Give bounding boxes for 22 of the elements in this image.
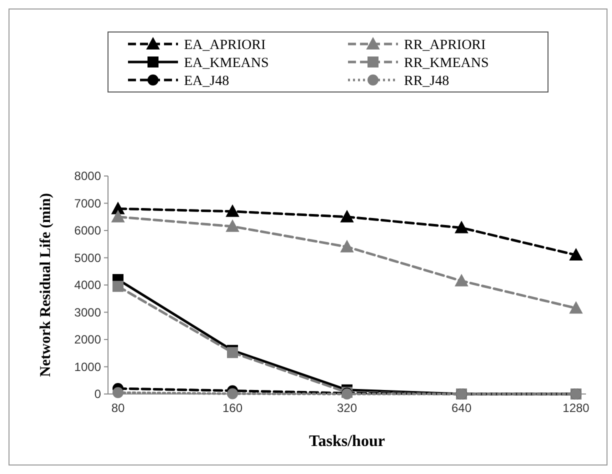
x-tick-label: 320 [336,401,358,415]
x-tick-label: 640 [451,401,472,415]
y-tick-label: 0 [94,387,102,402]
y-tick-label: 6000 [74,224,102,238]
y-tick-label: 4000 [74,278,102,292]
y-tick-label: 3000 [74,305,102,320]
legend-label: RR_APRIORI [404,38,486,53]
legend-label: EA_APRIORI [184,38,266,53]
legend-label: RR_J48 [404,74,450,89]
y-tick-label: 7000 [74,196,102,210]
y-tick-label: 8000 [74,169,102,184]
legend-label: RR_KMEANS [404,56,489,71]
y-tick-label: 2000 [74,332,102,347]
y-axis-title: Network Residual Life (min) [38,193,54,377]
x-tick-label: 80 [111,401,125,415]
x-tick-label: 160 [222,401,243,415]
y-tick-label: 1000 [74,360,102,374]
legend-label: EA_J48 [184,74,230,89]
x-axis-title: Tasks/hour [309,433,385,450]
y-tick-label: 5000 [74,250,102,265]
x-tick-label: 1280 [562,401,590,415]
legend-label: EA_KMEANS [184,56,269,71]
